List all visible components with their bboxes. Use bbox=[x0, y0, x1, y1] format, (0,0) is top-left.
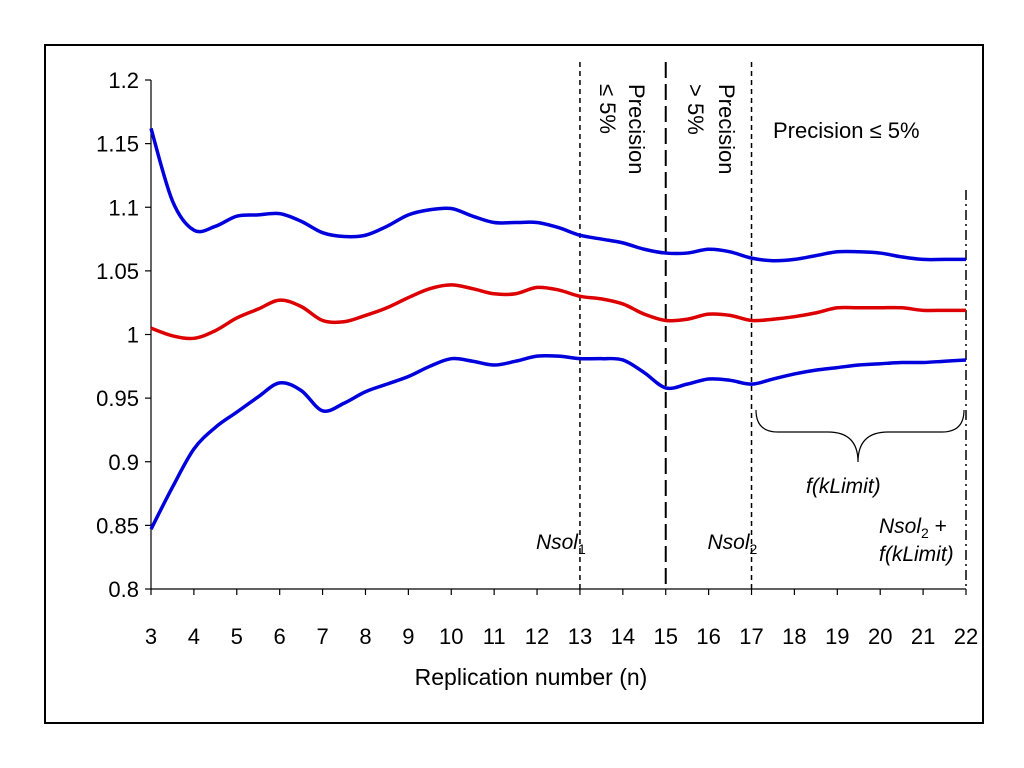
region3-precision-label: Precision ≤ 5% bbox=[773, 118, 920, 143]
x-tick-label: 6 bbox=[274, 624, 286, 649]
y-tick-label: 0.8 bbox=[108, 577, 139, 602]
x-tick-label: 16 bbox=[696, 624, 720, 649]
x-tick-label: 11 bbox=[483, 624, 506, 649]
x-tick-label: 20 bbox=[868, 624, 892, 649]
series-group bbox=[149, 127, 967, 530]
nsol-label-2: Nsol2 bbox=[708, 531, 758, 557]
x-tick-label: 8 bbox=[359, 624, 371, 649]
y-tick-label: 1.2 bbox=[108, 68, 139, 93]
x-tick-label: 3 bbox=[145, 624, 157, 649]
y-tick-label: 0.95 bbox=[96, 386, 139, 411]
x-tick-label: 13 bbox=[568, 624, 592, 649]
x-tick-label: 18 bbox=[782, 624, 806, 649]
region1-threshold-label: ≤ 5% bbox=[595, 84, 620, 134]
x-tick-label: 15 bbox=[653, 624, 677, 649]
series-line-mean bbox=[150, 283, 966, 341]
series-line-upper bbox=[149, 127, 966, 263]
x-axis-label: Replication number (n) bbox=[415, 664, 648, 690]
nsol-label-3: Nsol2 + bbox=[879, 515, 947, 541]
region1-precision-label: Precision bbox=[624, 84, 649, 174]
x-tick-label: 12 bbox=[525, 624, 549, 649]
y-tick-label: 0.85 bbox=[96, 513, 139, 538]
chart-frame bbox=[44, 44, 984, 724]
kLimit-brace bbox=[755, 409, 965, 463]
x-tick-label: 5 bbox=[231, 624, 243, 649]
region2-precision-label: Precision bbox=[714, 84, 739, 174]
kLimit-brace-label: f(kLimit) bbox=[806, 475, 881, 498]
y-tick-label: 1.15 bbox=[96, 132, 139, 157]
y-tick-label: 0.9 bbox=[108, 450, 139, 475]
annotations: Precision ≤ 5% Precision > 5% Precision … bbox=[595, 84, 965, 498]
x-tick-label: 17 bbox=[739, 624, 763, 649]
nsol-label-0: Nsol1 bbox=[536, 531, 586, 557]
x-tick-label: 7 bbox=[316, 624, 328, 649]
x-tick-label: 4 bbox=[188, 624, 200, 649]
x-tick-label: 10 bbox=[439, 624, 463, 649]
y-axis: 0.8 0.85 0.9 0.95 1 1.05 1.1 1.15 1.2 bbox=[96, 68, 152, 602]
x-tick-label: 22 bbox=[954, 624, 978, 649]
nsol-label-line2-3: f(kLimit) bbox=[879, 543, 954, 566]
axis-titles: Replication number (n) bbox=[415, 664, 648, 690]
x-tick-label: 9 bbox=[402, 624, 414, 649]
y-tick-label: 1.05 bbox=[96, 259, 139, 284]
y-tick-label: 1 bbox=[127, 323, 139, 348]
x-tick-label: 19 bbox=[825, 624, 849, 649]
x-tick-label: 14 bbox=[611, 624, 635, 649]
region2-threshold-label: > 5% bbox=[683, 84, 708, 135]
y-tick-label: 1.1 bbox=[108, 195, 139, 220]
x-tick-label: 21 bbox=[911, 624, 935, 649]
x-axis: 3 4 5 6 7 8 9 10 11 12 13 14 15 16 17 18 19 20 21 22 bbox=[145, 588, 978, 649]
series-line-lower bbox=[149, 353, 967, 530]
